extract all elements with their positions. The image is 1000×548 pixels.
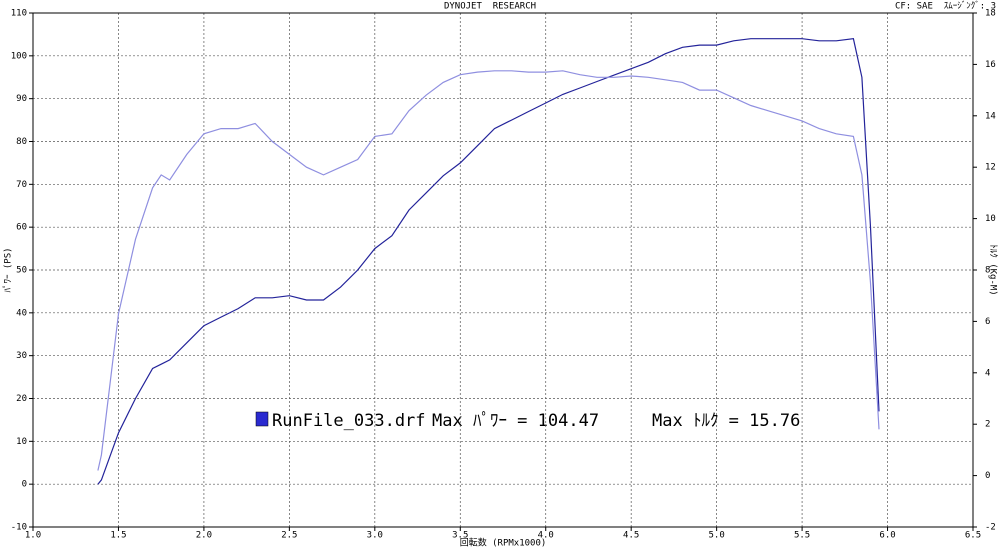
x-tick-label: 5.0: [709, 531, 725, 541]
y2-tick-label: 16: [985, 60, 996, 70]
y-tick-label: 70: [16, 180, 27, 190]
y-tick-label: 10: [16, 437, 27, 447]
y-tick-label: 90: [16, 94, 27, 104]
x-tick-label: 2.5: [281, 531, 297, 541]
legend-swatch: [255, 411, 269, 427]
legend-label: RunFile_033.drf: [272, 411, 426, 431]
chart-title: DYNOJET RESEARCH: [444, 2, 536, 12]
x-tick-label: 4.5: [623, 531, 639, 541]
data-line: [97, 70, 880, 471]
y2-tick-label: -2: [985, 523, 996, 533]
y-tick-label: 60: [16, 223, 27, 233]
y-axis-label: ﾊﾟﾜｰ (PS): [3, 247, 14, 292]
y2-tick-label: 6: [985, 317, 990, 327]
y-tick-label: -10: [11, 523, 27, 533]
y-tick-label: 40: [16, 308, 27, 318]
y-tick-label: 0: [22, 480, 27, 490]
y2-tick-label: 10: [985, 214, 996, 224]
x-tick-label: 1.5: [110, 531, 126, 541]
y2-tick-label: 8: [985, 266, 990, 276]
y2-tick-label: 2: [985, 420, 990, 430]
data-line: [97, 38, 880, 485]
x-tick-label: 6.5: [965, 531, 981, 541]
y-tick-label: 50: [16, 266, 27, 276]
y2-tick-label: 18: [985, 9, 996, 19]
y2-tick-label: 0: [985, 471, 990, 481]
x-axis-label: 回転数 (RPMx1000): [460, 537, 547, 548]
x-tick-label: 2.0: [196, 531, 212, 541]
y2-tick-label: 14: [985, 111, 996, 121]
y2-tick-label: 12: [985, 163, 996, 173]
x-tick-label: 1.0: [25, 531, 41, 541]
y-tick-label: 100: [11, 51, 27, 61]
y2-tick-label: 4: [985, 368, 990, 378]
x-tick-label: 3.0: [367, 531, 383, 541]
x-tick-label: 5.5: [794, 531, 810, 541]
x-tick-label: 4.0: [538, 531, 554, 541]
y-tick-label: 30: [16, 351, 27, 361]
annotation: Max ﾄﾙｸ = 15.76: [652, 411, 800, 431]
annotation: Max ﾊﾟﾜｰ = 104.47: [432, 411, 599, 431]
y-tick-label: 20: [16, 394, 27, 404]
y-tick-label: 110: [11, 9, 27, 19]
chart-subtitle: CF: SAE ｽﾑｰｼﾞﾝｸﾞ: 3: [895, 1, 996, 12]
y-tick-label: 80: [16, 137, 27, 147]
y2-axis-label: ﾄﾙｸ (Kg-M): [988, 244, 999, 295]
plot-frame: [32, 12, 974, 528]
x-tick-label: 6.0: [879, 531, 895, 541]
x-tick-label: 3.5: [452, 531, 468, 541]
